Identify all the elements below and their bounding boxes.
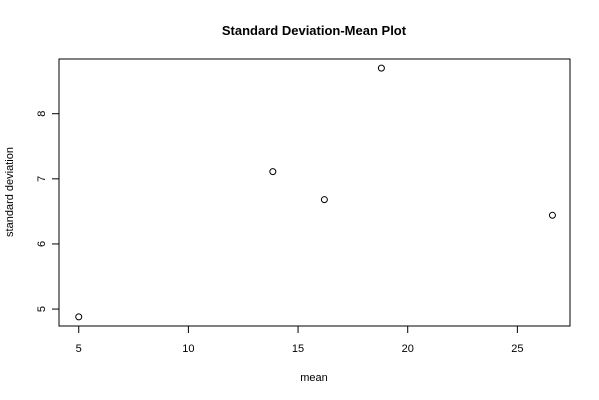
data-point-4 xyxy=(548,211,556,219)
y-axis-label: standard deviation xyxy=(4,147,16,237)
plot-frame xyxy=(58,58,571,327)
y-axis: 5 6 7 8 xyxy=(36,111,59,312)
y-tick-label-0: 5 xyxy=(36,306,48,312)
x-tick-label-2: 15 xyxy=(292,343,304,355)
x-axis: 5 10 15 20 25 xyxy=(76,326,523,355)
data-point-1 xyxy=(269,168,277,176)
x-tick-label-1: 10 xyxy=(182,343,194,355)
data-points xyxy=(75,64,556,321)
x-axis-label: mean xyxy=(300,372,328,384)
y-tick-label-1: 6 xyxy=(36,241,48,247)
y-tick-label-3: 8 xyxy=(36,111,48,117)
data-point-0 xyxy=(75,313,83,321)
x-tick-label-4: 25 xyxy=(511,343,523,355)
data-point-2 xyxy=(320,196,328,204)
x-tick-label-0: 5 xyxy=(76,343,82,355)
y-tick-label-2: 7 xyxy=(36,176,48,182)
x-tick-label-3: 20 xyxy=(402,343,414,355)
chart-title: Standard Deviation-Mean Plot xyxy=(222,23,407,38)
data-point-3 xyxy=(377,64,385,72)
